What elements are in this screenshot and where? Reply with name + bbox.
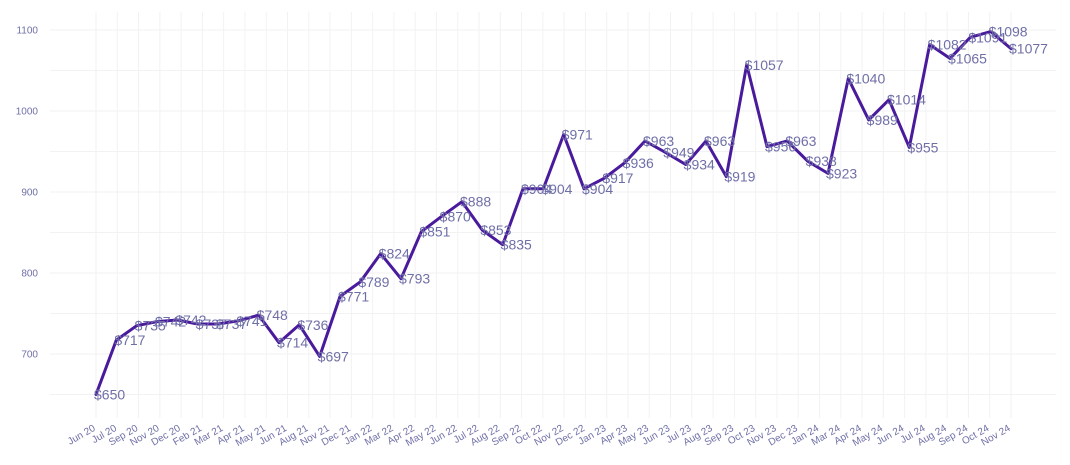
data-label: $963 <box>643 133 674 149</box>
data-label: $1077 <box>1009 41 1048 57</box>
data-label: $1065 <box>948 50 987 66</box>
data-label: $870 <box>440 208 471 224</box>
data-label: $824 <box>379 246 410 262</box>
data-label: $1098 <box>989 24 1028 40</box>
data-label: $989 <box>867 112 898 128</box>
data-label: $771 <box>338 288 369 304</box>
data-label: $697 <box>318 348 349 364</box>
data-label: $917 <box>602 170 633 186</box>
grid-layer <box>50 12 1056 418</box>
data-label-layer: $650$717$735$742$742$737$737$741$748$714… <box>94 24 1048 403</box>
data-label: $936 <box>623 155 654 171</box>
y-tick-label: 700 <box>21 350 38 361</box>
data-label: $1082 <box>928 37 967 53</box>
data-label: $714 <box>277 335 308 351</box>
data-label: $741 <box>236 313 267 329</box>
data-label: $853 <box>480 222 511 238</box>
data-label: $963 <box>785 133 816 149</box>
series-layer <box>94 30 1013 396</box>
y-tick-label: 1000 <box>16 107 39 118</box>
data-label: $971 <box>562 126 593 142</box>
data-label: $949 <box>663 144 694 160</box>
data-label: $736 <box>297 317 328 333</box>
y-tick-label: 1100 <box>16 26 38 37</box>
data-label: $934 <box>684 156 715 172</box>
data-label: $793 <box>399 271 430 287</box>
data-label: $963 <box>704 133 735 149</box>
data-label: $904 <box>582 181 613 197</box>
data-label: $938 <box>806 153 837 169</box>
data-label: $650 <box>94 387 125 403</box>
data-label: $735 <box>135 318 166 334</box>
data-label: $1091 <box>968 29 1007 45</box>
data-label: $748 <box>257 307 288 323</box>
data-label: $851 <box>419 224 450 240</box>
series-line <box>94 30 1013 396</box>
data-label: $904 <box>541 181 572 197</box>
data-label: $955 <box>907 139 938 155</box>
data-label: $835 <box>501 237 532 253</box>
data-label: $742 <box>175 312 206 328</box>
data-label: $717 <box>114 332 145 348</box>
data-label: $956 <box>765 139 796 155</box>
data-label: $888 <box>460 194 491 210</box>
data-label: $919 <box>724 169 755 185</box>
y-tick-label: 900 <box>21 188 38 199</box>
data-label: $904 <box>521 181 552 197</box>
data-label: $737 <box>196 316 227 332</box>
data-label: $737 <box>216 316 247 332</box>
data-label: $1057 <box>745 57 784 73</box>
y-axis: 700 800 900 1000 1100 <box>16 26 39 361</box>
y-tick-label: 800 <box>21 269 38 280</box>
data-label: $742 <box>155 314 186 330</box>
data-label: $789 <box>358 274 389 290</box>
data-label: $923 <box>826 165 857 181</box>
data-label: $1014 <box>887 92 926 108</box>
data-label: $1040 <box>846 71 885 87</box>
